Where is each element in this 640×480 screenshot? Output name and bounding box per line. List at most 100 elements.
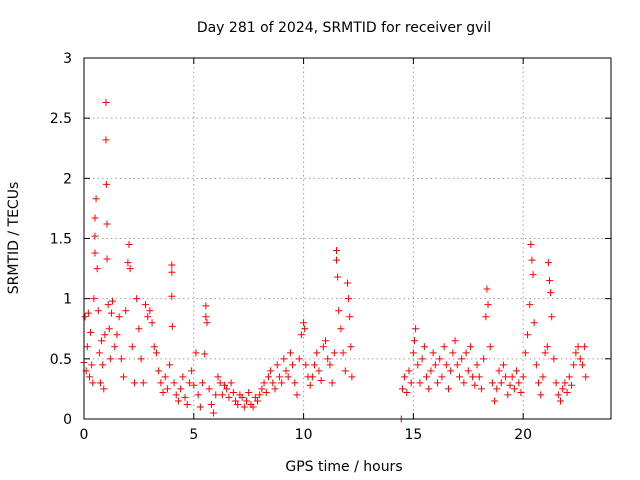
data-point <box>398 385 406 393</box>
data-point <box>563 389 571 397</box>
data-point <box>295 355 303 363</box>
data-point <box>286 349 294 357</box>
data-point <box>107 309 115 317</box>
data-point <box>100 385 108 393</box>
data-point <box>515 379 523 387</box>
data-point <box>188 367 196 375</box>
data-point <box>508 373 516 381</box>
data-point <box>181 393 189 401</box>
data-point <box>192 349 200 357</box>
data-point <box>84 309 92 317</box>
data-point <box>493 385 501 393</box>
axis-ticks <box>83 57 611 420</box>
data-point <box>190 381 198 389</box>
data-point <box>524 331 532 339</box>
x-tick-label: 10 <box>295 427 313 443</box>
data-point <box>88 361 96 369</box>
data-point <box>280 355 288 363</box>
data-point <box>466 343 474 351</box>
data-point <box>544 259 552 267</box>
x-tick-label: 15 <box>404 427 422 443</box>
data-point <box>530 319 538 327</box>
data-point <box>194 391 202 399</box>
data-point <box>168 322 176 330</box>
data-point <box>416 379 424 387</box>
data-point <box>344 279 351 287</box>
data-point <box>425 385 433 393</box>
data-point <box>284 373 292 381</box>
data-point <box>214 373 222 381</box>
data-point <box>126 265 134 273</box>
data-point <box>447 367 455 375</box>
y-tick-label: 2.5 <box>50 111 72 127</box>
data-point <box>120 373 128 381</box>
data-point <box>480 355 488 363</box>
data-point <box>91 214 99 222</box>
y-tick-label: 3 <box>63 51 72 67</box>
data-point <box>185 379 193 387</box>
data-point <box>102 99 110 107</box>
data-point <box>486 343 494 351</box>
data-point <box>412 325 420 333</box>
data-point <box>458 355 466 363</box>
x-axis-title: GPS time / hours <box>285 459 402 475</box>
data-point <box>94 307 102 315</box>
data-point <box>401 373 409 381</box>
data-point <box>427 367 435 375</box>
data-point <box>102 136 110 144</box>
data-point <box>556 397 564 405</box>
data-point <box>256 391 264 399</box>
data-point <box>238 393 246 401</box>
data-point <box>576 355 584 363</box>
data-point <box>102 180 110 188</box>
data-point <box>559 385 567 393</box>
data-point <box>491 397 499 405</box>
data-point <box>159 389 167 397</box>
data-point <box>144 313 152 321</box>
data-point <box>262 389 270 397</box>
data-point <box>317 376 325 384</box>
y-tick-label: 0.5 <box>50 352 72 368</box>
data-point <box>152 349 160 357</box>
data-point <box>157 379 165 387</box>
data-point <box>275 373 283 381</box>
data-point <box>166 361 174 369</box>
data-point <box>202 313 210 321</box>
data-point <box>99 361 107 369</box>
data-point <box>201 350 209 358</box>
data-point <box>168 292 176 300</box>
data-point <box>240 403 248 411</box>
data-point <box>482 313 490 321</box>
data-point <box>258 385 266 393</box>
data-point <box>131 379 139 387</box>
y-axis-title: SRMTID / TECUs <box>6 182 22 295</box>
data-point <box>161 373 169 381</box>
data-point <box>291 379 299 387</box>
data-point <box>227 379 235 387</box>
data-point <box>234 401 242 409</box>
data-point <box>172 391 180 399</box>
data-point <box>581 343 589 351</box>
data-point <box>81 313 89 321</box>
data-point <box>483 285 491 293</box>
data-point <box>124 259 132 267</box>
data-point <box>521 349 529 357</box>
data-point <box>170 379 178 387</box>
data-point <box>442 361 450 369</box>
x-tick-label: 0 <box>80 427 89 443</box>
data-point <box>543 343 551 351</box>
data-point <box>438 373 446 381</box>
data-point <box>313 349 321 357</box>
data-point <box>103 255 111 263</box>
data-points <box>80 99 590 423</box>
data-point <box>89 379 97 387</box>
data-point <box>495 367 503 375</box>
data-point <box>451 337 459 345</box>
data-point <box>324 355 332 363</box>
x-tick-label: 5 <box>189 427 198 443</box>
data-point <box>297 331 305 339</box>
data-point <box>541 349 549 357</box>
data-point <box>322 337 330 345</box>
data-point <box>282 367 290 375</box>
data-point <box>83 343 91 351</box>
